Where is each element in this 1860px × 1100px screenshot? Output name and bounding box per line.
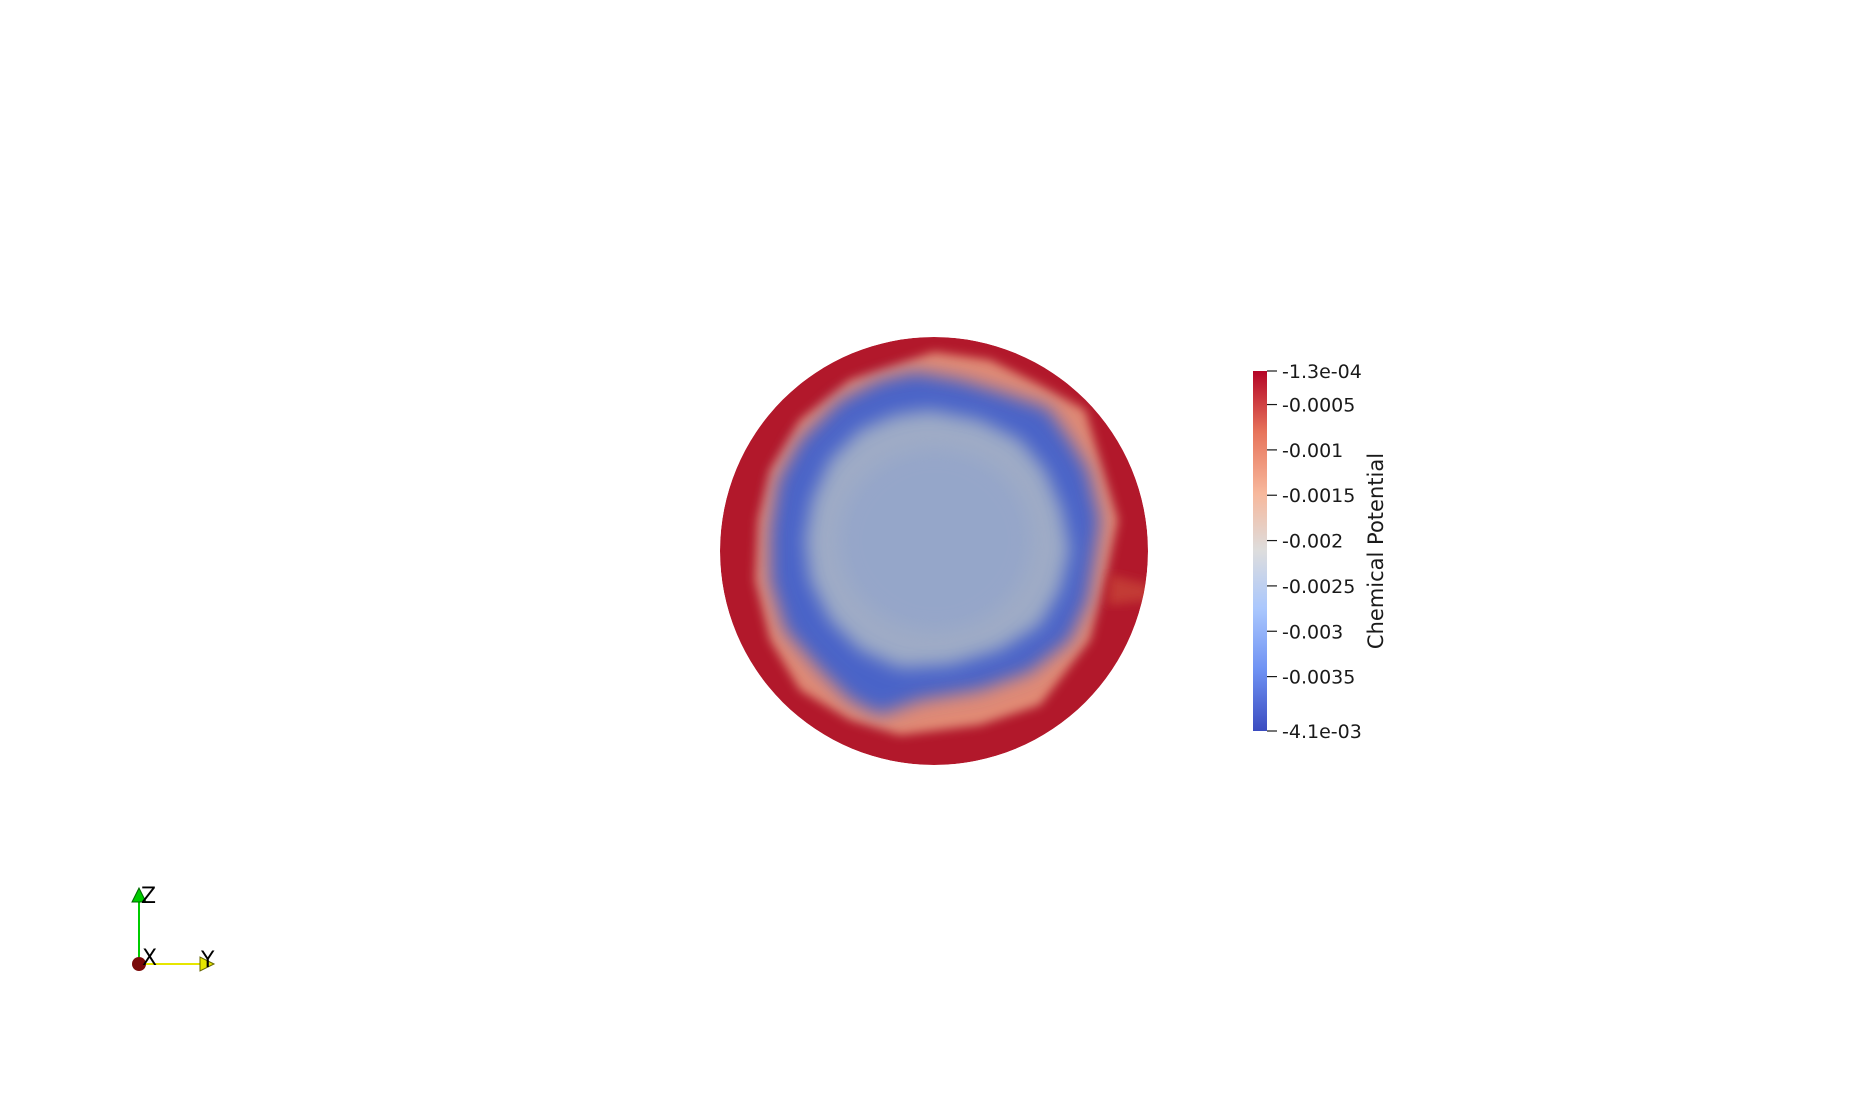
y-axis-label: Y — [200, 948, 215, 973]
z-axis-arrow-icon — [131, 886, 147, 903]
z-axis-label: Z — [141, 884, 156, 909]
color-bar-tick-4-label: -0.0025 — [1282, 576, 1355, 598]
color-bar-tick-5-label: -0.003 — [1282, 621, 1343, 643]
orientation-axes[interactable]: Z X Y — [131, 884, 216, 973]
color-bar-tick-0-label: -0.0005 — [1282, 395, 1355, 417]
color-bar-title: Chemical Potential — [1364, 453, 1388, 649]
color-bar: -1.3e-04 -0.0005 -0.001 -0.0015 -0.002 -0.002… — [1253, 361, 1388, 743]
color-bar-tick-2-label: -0.0015 — [1282, 485, 1355, 507]
chemical-potential-disk — [720, 337, 1148, 765]
color-bar-min-label: -4.1e-03 — [1282, 721, 1362, 743]
color-bar-tick-1-label: -0.001 — [1282, 440, 1343, 462]
disk-rim-notch — [1108, 575, 1148, 605]
color-bar-ticks: -1.3e-04 -0.0005 -0.001 -0.0015 -0.002 -0.002… — [1267, 361, 1362, 743]
color-bar-gradient — [1253, 371, 1267, 731]
disk-center — [840, 450, 1030, 630]
color-bar-tick-6-label: -0.0035 — [1282, 667, 1355, 689]
color-bar-tick-3-label: -0.002 — [1282, 531, 1343, 553]
color-bar-max-label: -1.3e-04 — [1282, 361, 1362, 383]
y-axis-arrow-icon — [199, 956, 216, 972]
x-axis-label: X — [142, 946, 157, 971]
x-axis-dot-icon — [132, 957, 146, 971]
